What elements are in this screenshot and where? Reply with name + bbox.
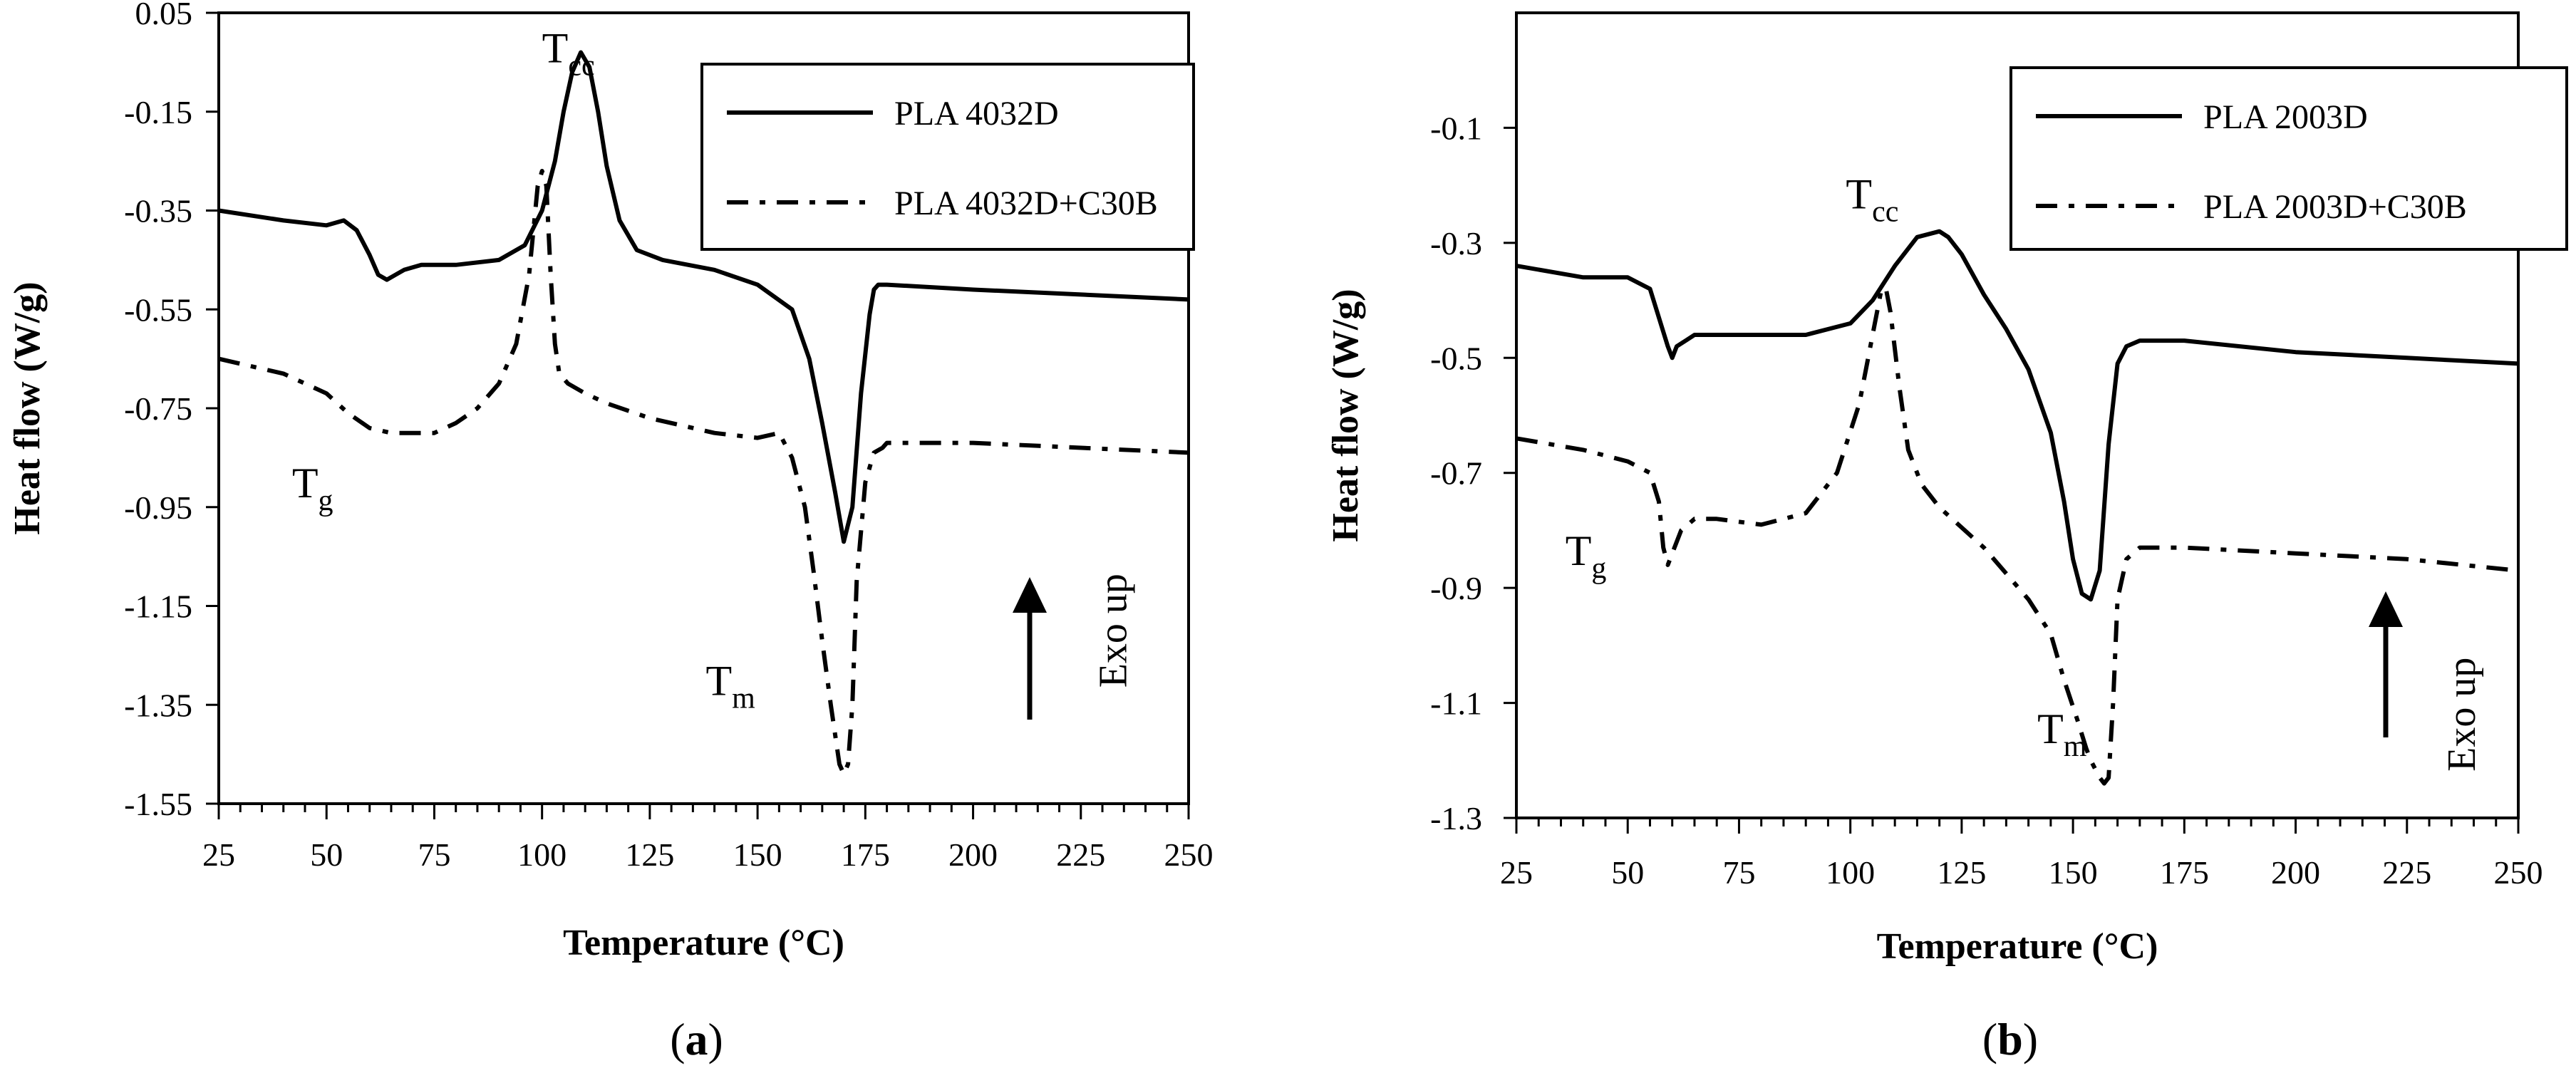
x-tick-label: 100	[1826, 854, 1875, 891]
y-tick-label: 0.05	[135, 0, 193, 31]
x-tick-label: 175	[841, 836, 890, 873]
annotation-subscript: cc	[1872, 195, 1898, 228]
annotation-base: T	[1846, 170, 1872, 217]
annotation-tg: Tg	[292, 460, 333, 517]
x-tick-label: 75	[418, 836, 450, 873]
y-tick-label: -0.3	[1430, 225, 1482, 261]
y-tick-label: -0.95	[124, 489, 192, 526]
panel-label-open: (	[670, 1014, 685, 1064]
x-tick-label: 125	[625, 836, 674, 873]
legend-label: PLA 4032D+C30B	[894, 185, 1158, 222]
panel-label: (a)	[670, 1014, 723, 1064]
y-tick-label: -1.3	[1430, 800, 1482, 836]
series-line-dashdot	[1516, 286, 2519, 786]
legend-label: PLA 2003D+C30B	[2203, 188, 2467, 226]
x-tick-label: 50	[310, 836, 343, 873]
y-axis-title: Heat flow (W/g)	[7, 281, 48, 534]
annotation-subscript: g	[318, 484, 333, 517]
annotation-base: T	[1566, 527, 1592, 574]
x-tick-label: 25	[1500, 854, 1533, 891]
y-tick-label: -0.9	[1430, 570, 1482, 606]
annotation-tcc: Tcc	[542, 24, 595, 82]
annotation-base: T	[292, 460, 319, 507]
exo-up-label: Exo up	[2440, 658, 2484, 772]
x-tick-label: 75	[1722, 854, 1755, 891]
x-tick-label: 175	[2160, 854, 2209, 891]
x-tick-label: 150	[733, 836, 782, 873]
y-tick-label: -0.5	[1430, 340, 1482, 376]
x-tick-label: 150	[2049, 854, 2098, 891]
y-tick-label: -1.1	[1430, 685, 1482, 722]
annotation-subscript: m	[2064, 730, 2087, 763]
x-tick-label: 50	[1611, 854, 1644, 891]
annotation-subscript: cc	[568, 49, 594, 82]
y-tick-label: -0.75	[124, 390, 192, 427]
y-tick-label: -0.7	[1430, 455, 1482, 492]
legend-label: PLA 4032D	[894, 95, 1059, 133]
panel-label-letter: a	[686, 1014, 708, 1064]
series-line-dashdot	[218, 169, 1189, 777]
up-arrow-icon	[1013, 577, 1047, 613]
annotation-base: T	[2037, 705, 2064, 752]
y-tick-label: -1.55	[124, 786, 192, 822]
x-tick-label: 250	[2494, 854, 2543, 891]
up-arrow-icon	[2369, 591, 2403, 627]
legend-label: PLA 2003D	[2203, 98, 2368, 136]
y-tick-label: -1.35	[124, 687, 192, 723]
y-tick-label: -0.15	[124, 94, 192, 130]
exo-up-label: Exo up	[1092, 574, 1136, 688]
legend-box	[2009, 66, 2568, 251]
y-tick-label: -0.1	[1430, 110, 1482, 146]
x-tick-label: 225	[1056, 836, 1105, 873]
x-tick-label: 200	[948, 836, 998, 873]
annotation-base: T	[706, 657, 733, 704]
chart-panel-a: 25 50 75 100 125 150 175 200 225 250 0.05 -0.15 -0.3…	[7, 0, 1214, 1064]
annotation-base: T	[542, 24, 569, 71]
annotation-subscript: g	[1591, 552, 1606, 585]
chart-panel-b: 25 50 75 100 125 150 175 200 225 250 -0.1 -0.3 -0.5 -…	[1325, 11, 2568, 1064]
annotation-tm: Tm	[2037, 705, 2087, 763]
panel-label-letter: b	[1997, 1014, 2023, 1064]
panel-label-close: )	[2023, 1014, 2038, 1064]
panel-label-close: )	[708, 1014, 723, 1064]
y-axis-title: Heat flow (W/g)	[1325, 289, 1366, 541]
panel-label: (b)	[1982, 1014, 2038, 1064]
x-tick-label: 125	[1937, 854, 1986, 891]
x-tick-label: 225	[2382, 854, 2431, 891]
annotation-tcc: Tcc	[1846, 170, 1898, 228]
annotation-subscript: m	[732, 682, 755, 715]
x-tick-label: 100	[517, 836, 567, 873]
y-tick-label: -0.35	[124, 193, 192, 229]
panel-label-open: (	[1982, 1014, 1997, 1064]
y-tick-label: -1.15	[124, 589, 192, 625]
x-axis-title: Temperature (°C)	[563, 923, 844, 963]
legend-box	[700, 63, 1195, 251]
plot-area-b	[1515, 11, 2520, 819]
series-line-solid	[1516, 229, 2519, 602]
annotation-tg: Tg	[1566, 527, 1607, 585]
annotation-tm: Tm	[706, 657, 756, 715]
x-tick-label: 200	[2271, 854, 2320, 891]
x-axis-title: Temperature (°C)	[1877, 926, 2158, 967]
x-tick-label: 25	[202, 836, 235, 873]
series-line-solid	[218, 50, 1189, 544]
x-tick-label: 250	[1164, 836, 1214, 873]
y-tick-label: -0.55	[124, 291, 192, 328]
